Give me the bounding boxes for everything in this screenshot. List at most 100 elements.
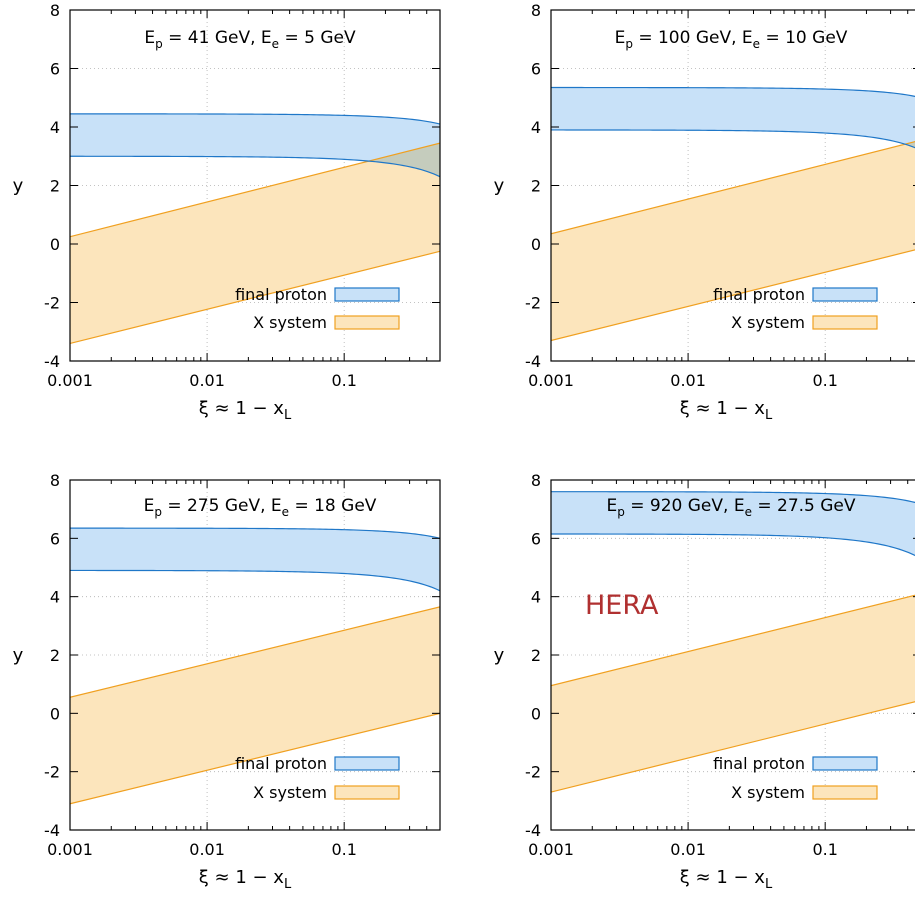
- legend-swatch: [334, 756, 400, 771]
- y-tick-label: 0: [50, 235, 60, 254]
- y-tick-label: 4: [50, 118, 60, 137]
- chart-panel-3: 0.001 0.01 0.1 -4 -2 0 2 4 6 8 ξ ≈ 1 − xL y Ep = 275…: [13, 471, 441, 892]
- x-tick-label: 0.001: [528, 371, 574, 390]
- y-tick-label: 2: [531, 646, 541, 665]
- ticks: [69, 479, 441, 831]
- xsystem-upper-edge: [551, 594, 915, 687]
- proton-upper-edge: [551, 491, 915, 504]
- y-tick-label: 8: [531, 1, 541, 20]
- y-axis-label: y: [494, 645, 505, 666]
- y-tick-label: 6: [50, 60, 60, 79]
- xsystem-upper-edge: [70, 606, 440, 698]
- y-tick-label: -4: [525, 352, 541, 371]
- y-tick-label: 0: [531, 704, 541, 723]
- y-tick-label: -4: [525, 821, 541, 840]
- x-tick-label: 0.01: [189, 840, 225, 859]
- y-tick-label: 4: [531, 588, 541, 607]
- y-tick-label: 4: [531, 118, 541, 137]
- chart-panel-2: 0.001 0.01 0.1 -4 -2 0 2 4 6 8 ξ ≈ 1 − xL y Ep = 100…: [494, 1, 915, 423]
- legend-label: final proton: [713, 754, 805, 773]
- proton-band: [551, 491, 915, 556]
- y-tick-label: 6: [531, 60, 541, 79]
- ticks: [550, 9, 915, 362]
- y-tick-label: 2: [50, 646, 60, 665]
- y-axis-label: y: [13, 176, 24, 197]
- y-tick-label: 8: [50, 471, 60, 490]
- x-axis-label: ξ ≈ 1 − xL: [199, 398, 292, 423]
- x-tick-label: 0.001: [47, 371, 93, 390]
- proton-band: [551, 87, 915, 148]
- y-tick-label: -2: [525, 294, 541, 313]
- ticks: [69, 9, 441, 362]
- xsystem-lower-edge: [551, 701, 915, 793]
- x-axis-label: ξ ≈ 1 − xL: [680, 867, 773, 892]
- x-axis-label: ξ ≈ 1 − xL: [680, 398, 773, 423]
- legend-swatch: [812, 756, 878, 771]
- legend: final proton X system: [713, 285, 878, 332]
- xsystem-lower-edge: [70, 250, 440, 345]
- legend-label: final proton: [235, 285, 327, 304]
- xsystem-band: [70, 143, 440, 344]
- x-tick-label: 0.01: [670, 371, 706, 390]
- x-tick-label: 0.1: [812, 371, 837, 390]
- plot-area: [551, 491, 915, 793]
- x-tick-label: 0.1: [331, 371, 356, 390]
- legend-label: X system: [731, 313, 805, 332]
- x-tick-label: 0.1: [331, 840, 356, 859]
- y-tick-label: 6: [50, 529, 60, 548]
- y-tick-label: 6: [531, 529, 541, 548]
- proton-upper-edge: [551, 86, 915, 98]
- y-tick-label: 4: [50, 588, 60, 607]
- xsystem-lower-edge: [551, 249, 915, 342]
- proton-band: [70, 528, 440, 591]
- legend-label: final proton: [713, 285, 805, 304]
- proton-lower-edge: [70, 569, 440, 592]
- xsystem-band: [551, 141, 915, 341]
- legend-swatch: [812, 785, 878, 800]
- y-tick-label: 2: [531, 177, 541, 196]
- plot-area: [70, 113, 440, 345]
- y-axis-label: y: [13, 645, 24, 666]
- x-axis-label: ξ ≈ 1 − xL: [199, 867, 292, 892]
- xsystem-lower-edge: [70, 712, 440, 805]
- y-tick-label: 8: [531, 471, 541, 490]
- proton-lower-edge: [551, 533, 915, 557]
- chart-panel-4: 0.001 0.01 0.1 -4 -2 0 2 4 6 8 ξ ≈ 1 − xL y Ep = 920…: [494, 471, 915, 892]
- legend-label: X system: [253, 783, 327, 802]
- legend: final proton X system: [713, 754, 878, 802]
- xsystem-upper-edge: [70, 142, 440, 238]
- annotation-hera: HERA: [585, 590, 659, 621]
- y-tick-label: 2: [50, 177, 60, 196]
- legend-swatch: [812, 287, 878, 302]
- y-tick-label: -2: [44, 763, 60, 782]
- x-tick-label: 0.001: [47, 840, 93, 859]
- y-tick-label: -4: [44, 352, 60, 371]
- proton-band: [70, 113, 440, 177]
- y-axis-label: y: [494, 176, 505, 197]
- y-tick-label: -4: [44, 821, 60, 840]
- legend-swatch: [334, 315, 400, 330]
- legend-label: final proton: [235, 754, 327, 773]
- legend-label: X system: [253, 313, 327, 332]
- y-tick-label: 8: [50, 1, 60, 20]
- panel-title: Ep = 41 GeV, Ee = 5 GeV: [144, 28, 356, 51]
- plot-area: [70, 527, 440, 805]
- legend-label: X system: [731, 783, 805, 802]
- plot-area: [551, 86, 915, 342]
- panel-title: Ep = 920 GeV, Ee = 27.5 GeV: [606, 496, 855, 519]
- proton-upper-edge: [70, 113, 440, 125]
- ticks: [550, 479, 915, 831]
- y-tick-label: -2: [525, 763, 541, 782]
- legend: final proton X system: [235, 754, 400, 802]
- proton-lower-edge: [551, 129, 915, 149]
- x-tick-label: 0.001: [528, 840, 574, 859]
- x-tick-label: 0.1: [812, 840, 837, 859]
- proton-upper-edge: [70, 527, 440, 539]
- y-tick-label: -2: [44, 294, 60, 313]
- xsystem-band: [70, 606, 440, 804]
- panel-title: Ep = 275 GeV, Ee = 18 GeV: [144, 496, 377, 519]
- legend-swatch: [334, 785, 400, 800]
- chart-panel-1: 0.001 0.01 0.1 -4 -2 0 2 4 6 8 ξ ≈ 1 − xL y Ep = 41 …: [13, 1, 441, 423]
- xsystem-upper-edge: [551, 141, 915, 235]
